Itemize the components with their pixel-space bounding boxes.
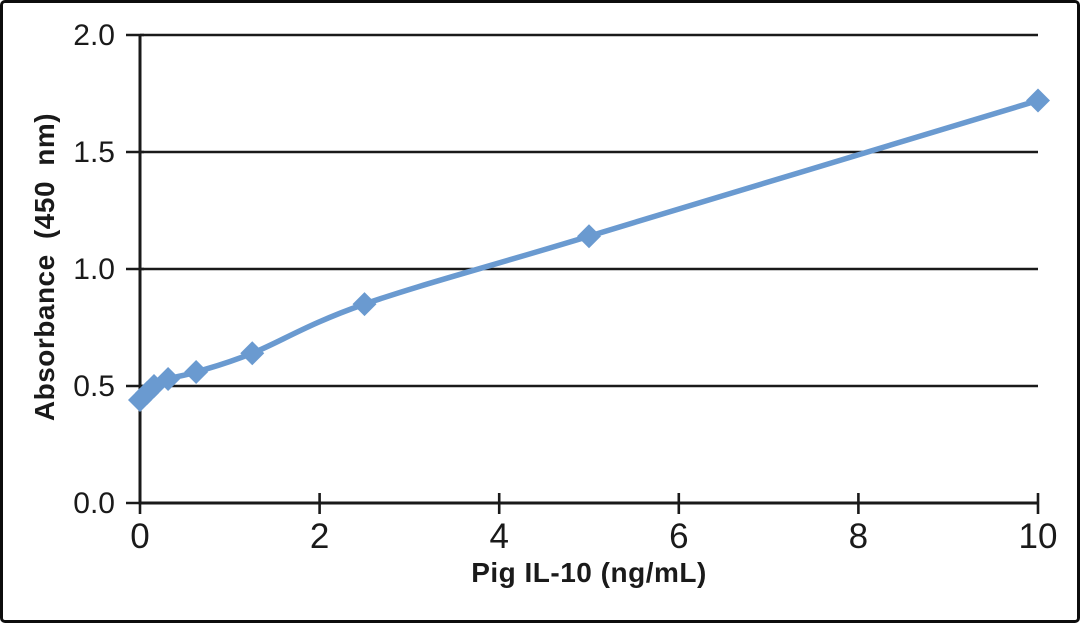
data-point-marker: [240, 341, 265, 366]
data-point-marker: [1026, 88, 1050, 113]
standard-curve-chart: 0.0 0.5 1.0 1.5 2.0 0 2 4 6 8 10: [73, 19, 1058, 556]
y-tick-label: 0.5: [73, 370, 115, 403]
y-tick-label: 1.5: [73, 136, 115, 169]
y-tick-label: 2.0: [73, 19, 115, 52]
x-tick-label: 2: [310, 517, 329, 556]
x-axis-title: Pig IL-10 (ng/mL): [471, 557, 707, 588]
y-axis-title: Absorbance (450 nm): [29, 112, 60, 422]
data-point-marker: [577, 224, 601, 249]
series-line: [137, 97, 1041, 403]
x-tick-label: 10: [1019, 517, 1058, 556]
x-tick-label: 4: [489, 517, 508, 556]
data-point-marker: [156, 366, 181, 391]
y-tick-label: 0.0: [73, 487, 115, 520]
data-point-marker: [352, 292, 377, 317]
x-tick-label: 0: [130, 517, 149, 556]
x-tick-label: 8: [849, 517, 868, 556]
data-point-marker: [184, 359, 209, 384]
x-tick-label: 6: [669, 517, 688, 556]
y-tick-label: 1.0: [73, 253, 115, 286]
